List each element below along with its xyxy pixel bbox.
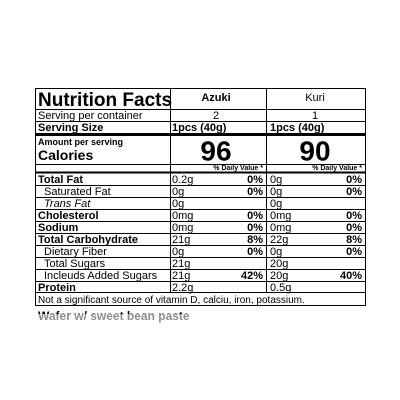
nutrient-label: Total Sugars: [44, 258, 106, 270]
nutrient-amount: 20g: [270, 270, 288, 282]
nutrient-amount: 0g: [172, 246, 184, 258]
nutrient-label: Sodium: [38, 222, 79, 234]
nutrient-amount: 22g: [270, 234, 288, 246]
nutrient-label: Saturated Fat: [44, 186, 111, 198]
nutrient-amount: 0mg: [270, 210, 291, 222]
daily-value: 8%: [247, 234, 263, 246]
daily-value: 8%: [346, 234, 362, 246]
daily-value: 0%: [247, 222, 263, 234]
servings-value: 1: [312, 110, 318, 122]
nutrient-amount: 0g: [172, 198, 184, 210]
servings-label: Serving per container: [38, 110, 143, 122]
nutrient-amount: 2.2g: [172, 282, 193, 294]
serving-size-value: 1pcs (40g): [270, 122, 325, 134]
nutrient-label: Total Carbohydrate: [38, 234, 138, 246]
daily-value: 0%: [247, 210, 263, 222]
nutrient-amount: 0mg: [172, 210, 193, 222]
calories-value: 96: [200, 135, 231, 166]
daily-value: 0%: [346, 186, 362, 198]
nutrient-amount: 0g: [172, 186, 184, 198]
amount-label: Amount per serving: [38, 137, 123, 147]
title: Nutrition Facts: [38, 90, 172, 111]
daily-value: 0%: [247, 174, 263, 186]
daily-value: 40%: [340, 270, 362, 282]
dv-heading: % Daily Value *: [213, 165, 263, 172]
nutrient-label: Total Fat: [38, 174, 83, 186]
nutrient-amount: 0g: [270, 174, 282, 186]
calories-label: Calories: [38, 147, 93, 163]
nutrient-amount: 21g: [172, 270, 190, 282]
footnote: Not a significant source of vitamin D, c…: [38, 295, 305, 306]
column-heading: Azuki: [201, 92, 230, 104]
daily-value: 0%: [247, 246, 263, 258]
daily-value: 0%: [346, 174, 362, 186]
calories-value: 90: [299, 135, 330, 166]
daily-value: 0%: [346, 222, 362, 234]
nutrient-amount: 20g: [270, 258, 288, 270]
daily-value: 0%: [346, 246, 362, 258]
daily-value: 42%: [241, 270, 263, 282]
column-heading: Kuri: [305, 92, 325, 104]
nutrient-amount: 0mg: [172, 222, 193, 234]
nutrient-amount: 21g: [172, 258, 190, 270]
nutrient-label: Cholesterol: [38, 210, 99, 222]
daily-value: 0%: [247, 186, 263, 198]
nutrient-amount: 21g: [172, 234, 190, 246]
nutrient-amount: 0mg: [270, 222, 291, 234]
nutrient-label: Protein: [38, 282, 76, 294]
nutrient-amount: 0.2g: [172, 174, 193, 186]
nutrient-amount: 0g: [270, 198, 282, 210]
nutrient-label: Incleuds Added Sugars: [44, 270, 158, 282]
serving-size-value: 1pcs (40g): [172, 122, 227, 134]
servings-value: 2: [213, 110, 219, 122]
nutrient-amount: 0g: [270, 246, 282, 258]
nutrient-amount: 0.5g: [270, 282, 291, 294]
nutrient-amount: 0g: [270, 186, 282, 198]
serving-size-label: Serving Size: [38, 122, 103, 134]
daily-value: 0%: [346, 210, 362, 222]
cutoff: [0, 314, 400, 400]
dv-heading: % Daily Value *: [312, 165, 362, 172]
nutrient-label: Trans Fat: [44, 198, 91, 210]
nutrient-label: Dietary Fiber: [44, 246, 107, 258]
